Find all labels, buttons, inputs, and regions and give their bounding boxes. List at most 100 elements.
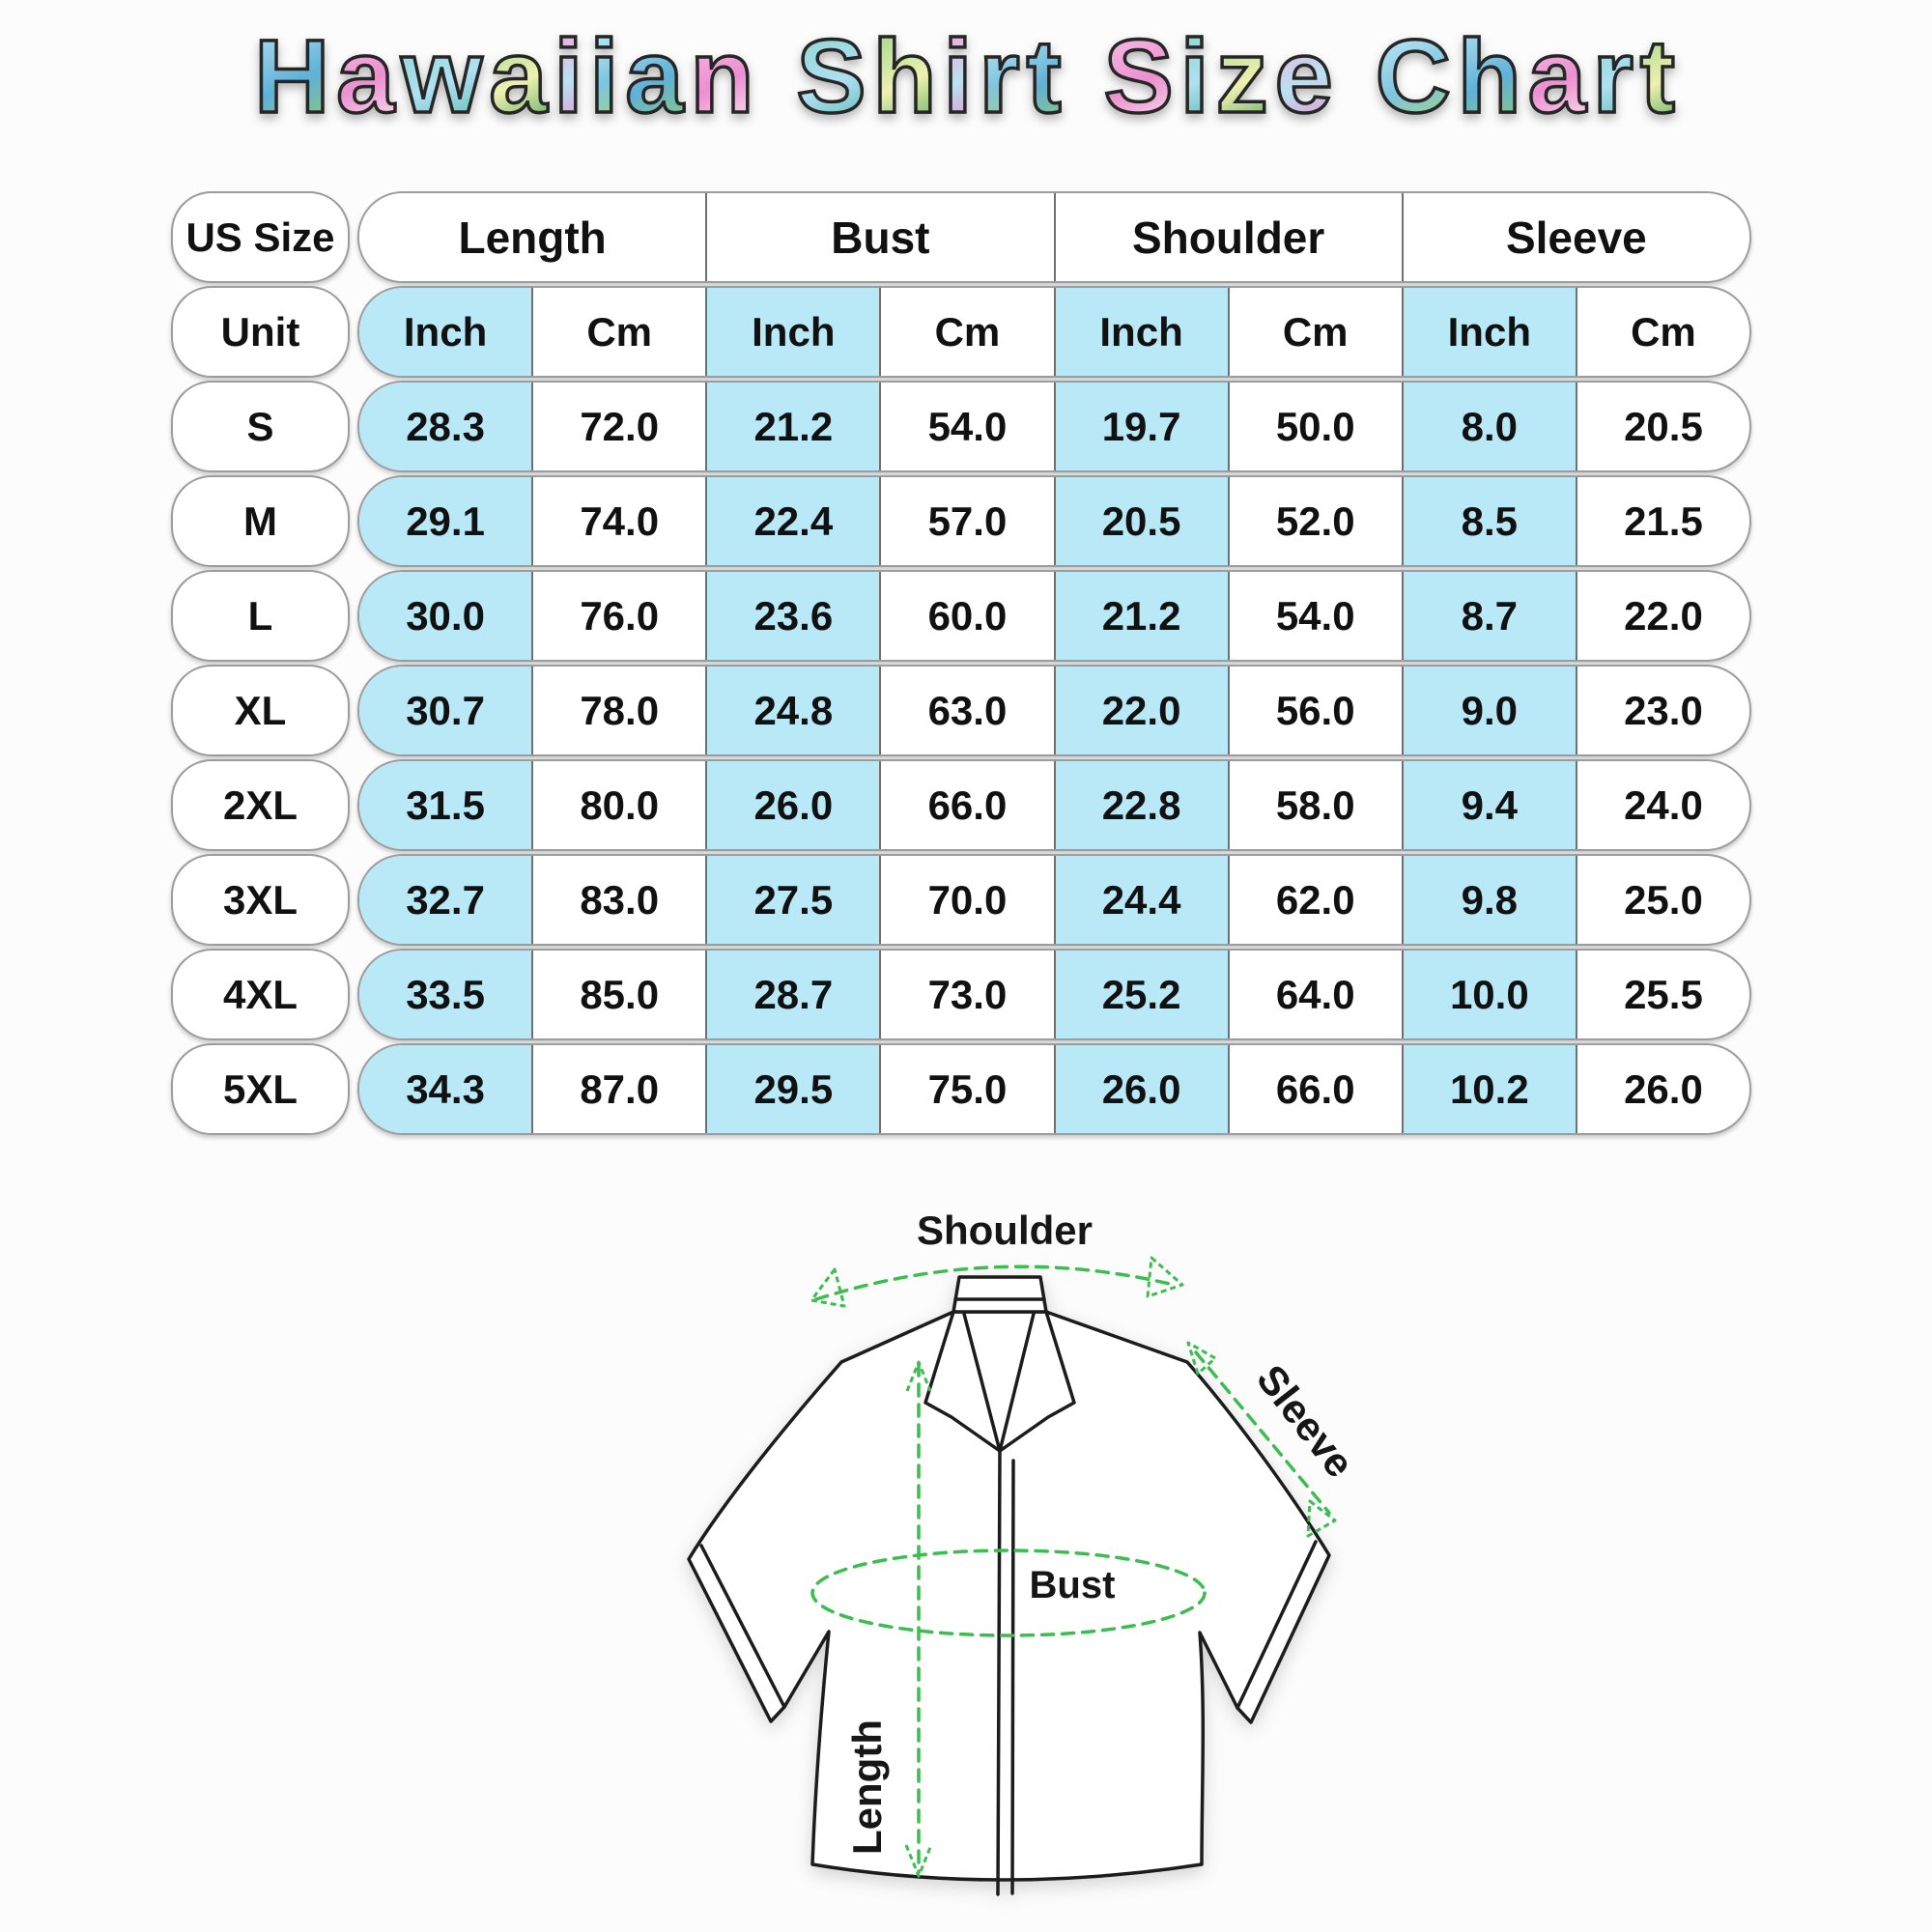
- group-header-shoulder: Shoulder: [1053, 193, 1402, 281]
- cm-cell: Cm: [1227, 288, 1402, 376]
- sleeve-arrowhead-bottom: [1306, 1499, 1337, 1538]
- title-letter: i: [553, 17, 586, 134]
- corner-pill: US Size: [171, 191, 350, 283]
- title-letter: S: [795, 17, 869, 134]
- length-arrowhead-bottom: [904, 1844, 933, 1878]
- cm-cell: 78.0: [531, 667, 705, 754]
- cm-cell: 24.0: [1575, 761, 1749, 849]
- title-area: Hawaiian Shirt Size Chart: [0, 17, 1932, 134]
- row-label-pill: M: [171, 475, 350, 567]
- row-capsule: 31.5 80.0 26.0 66.0 22.8 58.0 9.4 24.0: [357, 759, 1751, 851]
- row-capsule: 29.1 74.0 22.4 57.0 20.5 52.0 8.5 21.5: [357, 475, 1751, 567]
- inch-cell: 31.5: [359, 761, 532, 849]
- row-label-pill: L: [171, 570, 350, 662]
- cm-cell: 57.0: [879, 477, 1053, 565]
- inch-cell: 26.0: [705, 761, 880, 849]
- table-row: M 29.1 74.0 22.4 57.0 20.5 52.0 8.5 21.5: [171, 475, 1751, 567]
- inch-cell: 32.7: [359, 856, 532, 944]
- inch-cell: 22.0: [1053, 667, 1228, 754]
- shoulder-arrowhead-right: [1146, 1256, 1184, 1298]
- title-letter: a: [1526, 17, 1589, 134]
- title-letter: i: [1179, 17, 1212, 134]
- inch-cell: Inch: [1401, 288, 1576, 376]
- inch-cell: 10.0: [1401, 951, 1576, 1038]
- bust-label: Bust: [1030, 1564, 1116, 1606]
- cm-cell: 63.0: [879, 667, 1053, 754]
- cm-cell: 64.0: [1227, 951, 1402, 1038]
- inch-cell: 8.0: [1401, 383, 1576, 470]
- row-label-pill: 3XL: [171, 854, 350, 946]
- shoulder-arrowhead-left: [810, 1267, 846, 1308]
- cm-cell: 76.0: [531, 572, 705, 660]
- cm-cell: 25.0: [1575, 856, 1749, 944]
- row-label-pill: 2XL: [171, 759, 350, 851]
- cm-cell: 20.5: [1575, 383, 1749, 470]
- inch-cell: 21.2: [1053, 572, 1228, 660]
- title-letter: [758, 21, 794, 130]
- cm-cell: 60.0: [879, 572, 1053, 660]
- inch-cell: 23.6: [705, 572, 880, 660]
- header-capsule: Length Bust Shoulder Sleeve: [357, 191, 1751, 283]
- row-capsule: 33.5 85.0 28.7 73.0 25.2 64.0 10.0 25.5: [357, 949, 1751, 1040]
- inch-cell: 29.1: [359, 477, 532, 565]
- inch-cell: 30.7: [359, 667, 532, 754]
- bust-measure-ellipse: [810, 1548, 1207, 1637]
- inch-cell: 22.4: [705, 477, 880, 565]
- header-row: US Size Length Bust Shoulder Sleeve: [171, 191, 1751, 283]
- inch-cell: Inch: [359, 288, 532, 376]
- unit-row: Unit Inch Cm Inch Cm Inch Cm Inch Cm: [171, 286, 1751, 378]
- cm-cell: 56.0: [1227, 667, 1402, 754]
- row-label-pill: Unit: [171, 286, 350, 378]
- inch-cell: 28.3: [359, 383, 532, 470]
- table-row: 4XL 33.5 85.0 28.7 73.0 25.2 64.0 10.0 25.5: [171, 949, 1751, 1040]
- inch-cell: 9.4: [1401, 761, 1576, 849]
- cm-cell: 26.0: [1575, 1045, 1749, 1133]
- inch-cell: 19.7: [1053, 383, 1228, 470]
- title-letter: S: [1102, 17, 1177, 134]
- cm-cell: 54.0: [1227, 572, 1402, 660]
- inch-cell: 8.7: [1401, 572, 1576, 660]
- row-capsule: 34.3 87.0 29.5 75.0 26.0 66.0 10.2 26.0: [357, 1043, 1751, 1135]
- title-letter: w: [400, 17, 486, 134]
- length-label: Length: [844, 1719, 890, 1855]
- cm-cell: 80.0: [531, 761, 705, 849]
- shoulder-label: Shoulder: [917, 1208, 1093, 1253]
- inch-cell: 10.2: [1401, 1045, 1576, 1133]
- title-letter: z: [1214, 17, 1271, 134]
- inch-cell: 20.5: [1053, 477, 1228, 565]
- title-letter: r: [978, 17, 1023, 134]
- row-label-pill: S: [171, 381, 350, 472]
- table-row: 2XL 31.5 80.0 26.0 66.0 22.8 58.0 9.4 24.0: [171, 759, 1751, 851]
- size-table: US Size Length Bust Shoulder Sleeve Unit…: [171, 191, 1751, 1138]
- title-letter: h: [871, 17, 940, 134]
- inch-cell: 8.5: [1401, 477, 1576, 565]
- inch-cell: 28.7: [705, 951, 880, 1038]
- cm-cell: 75.0: [879, 1045, 1053, 1133]
- title-letter: H: [252, 17, 333, 134]
- title-letter: t: [1638, 17, 1678, 134]
- inch-cell: 26.0: [1053, 1045, 1228, 1133]
- length-arrowhead-top: [905, 1360, 932, 1392]
- inch-cell: 29.5: [705, 1045, 880, 1133]
- table-row: XL 30.7 78.0 24.8 63.0 22.0 56.0 9.0 23.0: [171, 665, 1751, 756]
- cm-cell: Cm: [879, 288, 1053, 376]
- shirt-outline: [687, 1310, 1331, 1882]
- cm-cell: 66.0: [1227, 1045, 1402, 1133]
- title-letter: e: [1273, 17, 1336, 134]
- title-letter: [1338, 21, 1374, 130]
- title-letter: a: [488, 17, 551, 134]
- inch-cell: 34.3: [359, 1045, 532, 1133]
- inch-cell: 27.5: [705, 856, 880, 944]
- collar-band: [952, 1275, 1048, 1314]
- group-header-sleeve: Sleeve: [1401, 193, 1749, 281]
- inch-cell: 9.8: [1401, 856, 1576, 944]
- cm-cell: 66.0: [879, 761, 1053, 849]
- inch-cell: 33.5: [359, 951, 532, 1038]
- cm-cell: Cm: [1575, 288, 1749, 376]
- cm-cell: 54.0: [879, 383, 1053, 470]
- left-cuff-band: [699, 1544, 786, 1709]
- left-lapel: [923, 1310, 1002, 1453]
- row-label-pill: XL: [171, 665, 350, 756]
- cm-cell: 72.0: [531, 383, 705, 470]
